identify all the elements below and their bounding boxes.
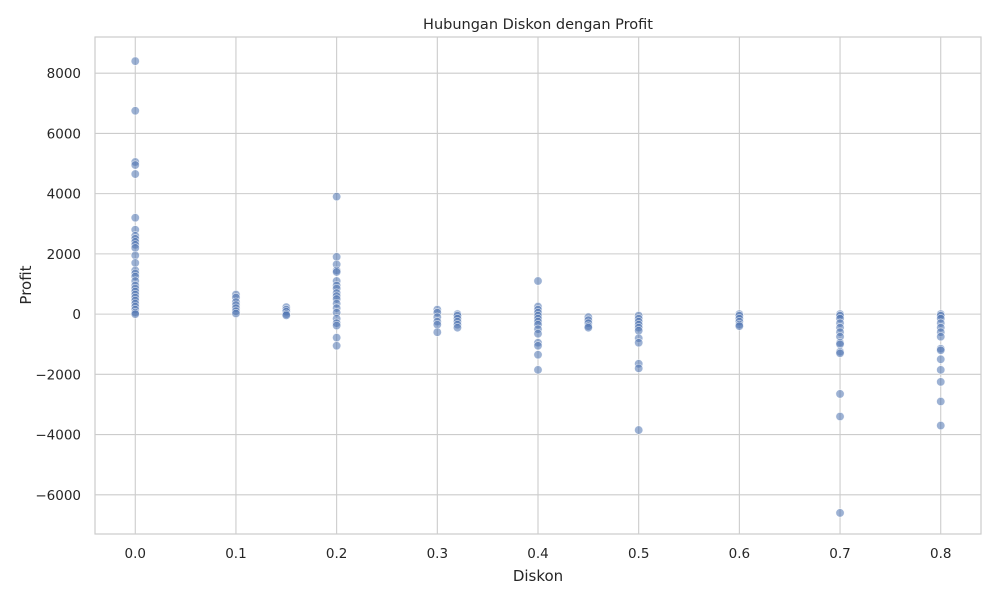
data-point	[835, 339, 845, 349]
x-tick-label: 0.4	[527, 546, 548, 562]
x-tick-label: 0.1	[225, 546, 246, 562]
data-point	[281, 310, 291, 320]
y-tick-label: 8000	[47, 66, 81, 82]
x-tick-label: 0.3	[427, 546, 448, 562]
y-tick-label: −2000	[35, 367, 81, 383]
data-point	[583, 323, 593, 333]
data-point	[130, 213, 140, 223]
data-point	[533, 276, 543, 286]
data-point	[533, 341, 543, 351]
data-point	[332, 321, 342, 331]
data-point	[533, 350, 543, 360]
y-tick-label: 4000	[47, 187, 81, 203]
data-point	[634, 363, 644, 373]
data-point	[936, 396, 946, 406]
data-point	[130, 243, 140, 253]
x-tick-label: 0.6	[729, 546, 750, 562]
data-point	[634, 326, 644, 336]
data-point	[734, 321, 744, 331]
y-tick-label: −6000	[35, 488, 81, 504]
chart-title: Hubungan Diskon dengan Profit	[423, 17, 653, 33]
plot-frame	[94, 36, 982, 535]
y-tick-label: 6000	[47, 126, 81, 142]
y-tick-label: 0	[72, 307, 81, 323]
x-axis-label: Diskon	[513, 567, 563, 585]
data-point	[130, 250, 140, 260]
y-axis-label: Profit	[17, 265, 35, 304]
data-point	[231, 309, 241, 319]
data-point	[835, 348, 845, 358]
data-point	[130, 258, 140, 268]
data-point	[533, 329, 543, 339]
data-point	[936, 354, 946, 364]
data-point	[332, 252, 342, 262]
points-layer	[130, 56, 946, 518]
data-point	[835, 508, 845, 518]
data-point	[130, 106, 140, 116]
x-tick-label: 0.8	[930, 546, 951, 562]
data-point	[835, 389, 845, 399]
data-point	[835, 412, 845, 422]
data-point	[936, 332, 946, 342]
ticks-layer: 0.0 0.1 0.2 0.3 0.4 0.5 0.6 0.7 0.8 −6000 −4000 −20…	[35, 66, 951, 562]
data-point	[936, 377, 946, 387]
data-point	[332, 192, 342, 202]
data-point	[130, 56, 140, 66]
data-point	[936, 345, 946, 355]
data-point	[936, 421, 946, 431]
data-point	[130, 309, 140, 319]
data-point	[432, 320, 442, 330]
data-point	[332, 341, 342, 351]
y-tick-label: 2000	[47, 247, 81, 263]
x-tick-label: 0.0	[125, 546, 146, 562]
x-tick-label: 0.7	[829, 546, 850, 562]
data-point	[452, 323, 462, 333]
x-tick-label: 0.5	[628, 546, 649, 562]
y-tick-label: −4000	[35, 428, 81, 444]
data-point	[634, 338, 644, 348]
data-point	[432, 327, 442, 337]
data-point	[936, 365, 946, 375]
data-point	[130, 160, 140, 170]
data-point	[533, 365, 543, 375]
data-point	[332, 267, 342, 277]
data-point	[634, 425, 644, 435]
x-tick-label: 0.2	[326, 546, 347, 562]
data-point	[332, 333, 342, 343]
data-point	[130, 169, 140, 179]
